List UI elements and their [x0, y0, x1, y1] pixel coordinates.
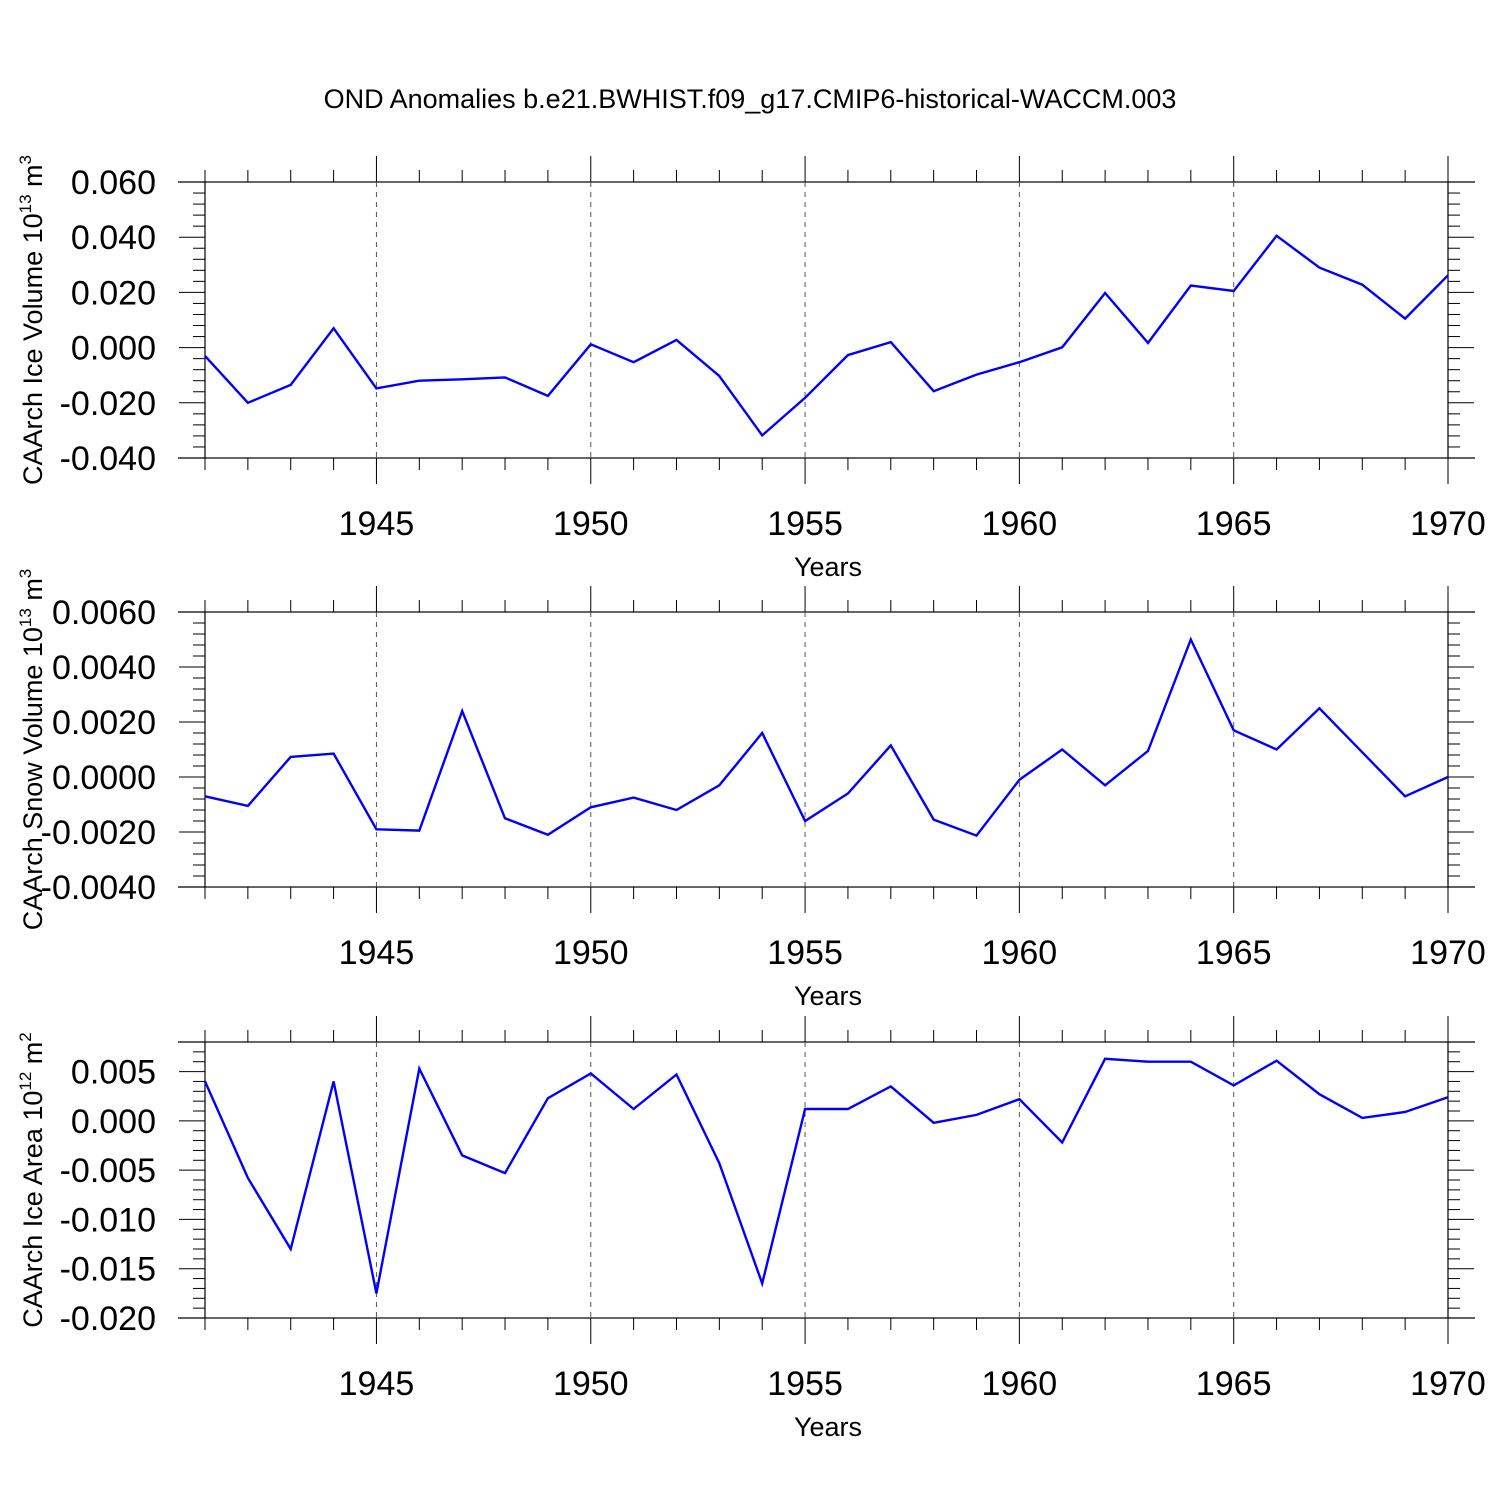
y-tick-label: 0.000	[71, 330, 156, 368]
x-tick-label: 1965	[1196, 505, 1272, 543]
y-tick-label: -0.0040	[41, 869, 156, 907]
chart-title: OND Anomalies b.e21.BWHIST.f09_g17.CMIP6…	[323, 84, 1177, 114]
y-tick-label: -0.005	[60, 1152, 156, 1190]
y-axis-title: CAArch Snow Volume 1013 m3	[16, 569, 48, 931]
x-tick-label: 1970	[1410, 934, 1486, 972]
x-tick-label: 1970	[1410, 1365, 1486, 1403]
y-tick-label: -0.040	[60, 440, 156, 478]
y-tick-label: 0.0000	[52, 759, 156, 797]
chart-panel-2: -0.0040 -0.0020 0.0000 0.0020 0.0040 0.0060 19…	[16, 569, 1486, 1011]
plot-frame	[204, 181, 1449, 459]
y-tick-label: 0.0060	[52, 594, 156, 632]
plot-frame	[204, 1041, 1449, 1319]
y-axis-title: CAArch Ice Area 1012 m2	[16, 1032, 48, 1328]
x-tick-label: 1945	[339, 1365, 415, 1403]
x-tick-label: 1960	[982, 505, 1058, 543]
x-tick-label: 1950	[553, 934, 629, 972]
series-line	[203, 1057, 1449, 1294]
chart-panel-3: -0.020 -0.015 -0.010 -0.005 0.000 0.005 1945 19…	[16, 1016, 1486, 1442]
y-tick-label: -0.010	[60, 1201, 156, 1239]
y-axis-title: CAArch Ice Volume 1013 m3	[16, 155, 48, 485]
x-tick-label: 1960	[982, 1365, 1058, 1403]
series-line	[204, 234, 1449, 438]
y-tick-label: 0.060	[71, 164, 156, 202]
x-axis-title: Years	[794, 1412, 862, 1442]
x-tick-label: 1970	[1410, 505, 1486, 543]
x-tick-label: 1960	[982, 934, 1058, 972]
x-tick-label: 1955	[767, 1365, 843, 1403]
y-tick-label: 0.0040	[52, 649, 156, 687]
y-tick-label: -0.0020	[41, 814, 156, 852]
plot-frame	[204, 611, 1449, 888]
x-axis-title: Years	[794, 981, 862, 1011]
y-tick-label: -0.020	[60, 1300, 156, 1338]
x-tick-label: 1950	[553, 505, 629, 543]
x-axis-title: Years	[794, 552, 862, 582]
y-tick-label: 0.000	[71, 1103, 156, 1141]
x-tick-label: 1955	[767, 505, 843, 543]
chart-panel-1: -0.040 -0.020 0.000 0.020 0.040 0.060 1945 1950…	[16, 155, 1486, 582]
y-tick-label: 0.040	[71, 219, 156, 257]
y-tick-label: 0.020	[71, 274, 156, 312]
x-tick-label: 1955	[767, 934, 843, 972]
y-tick-label: 0.005	[71, 1054, 156, 1092]
x-tick-label: 1945	[339, 934, 415, 972]
x-tick-label: 1945	[339, 505, 415, 543]
y-tick-label: 0.0020	[52, 704, 156, 742]
y-tick-label: -0.020	[60, 385, 156, 423]
y-tick-label: -0.015	[60, 1251, 156, 1289]
series-line	[204, 636, 1449, 838]
x-tick-label: 1965	[1196, 1365, 1272, 1403]
x-tick-label: 1965	[1196, 934, 1272, 972]
x-tick-label: 1950	[553, 1365, 629, 1403]
